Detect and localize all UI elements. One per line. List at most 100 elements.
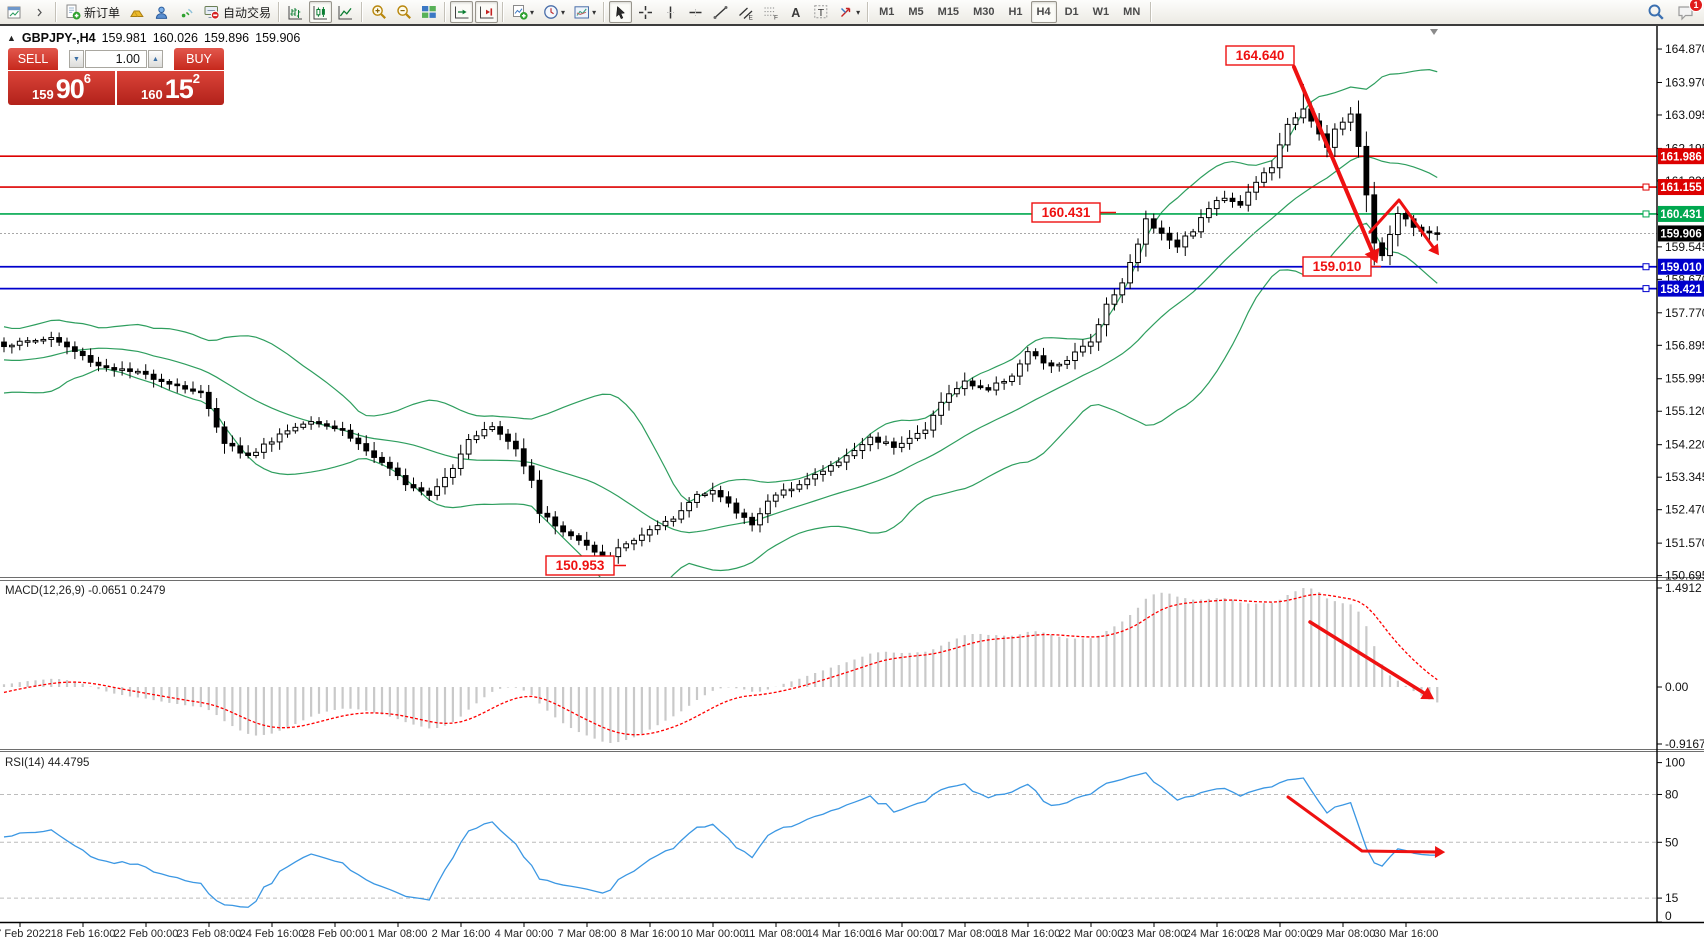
tf-m1-label: M1 [879,6,895,18]
rsi-indicator [0,771,1657,908]
tf-m15-button[interactable]: M15 [932,1,965,23]
zoom-in-icon [370,4,387,21]
tick-direction-icon: ▲ [7,33,16,43]
tf-m30-button[interactable]: M30 [967,1,1000,23]
volume-increase-button[interactable]: ▲ [148,50,163,68]
expand-more-button[interactable] [28,1,51,23]
horizontal-line-161.155[interactable] [0,183,1657,191]
main-toolbar: 新订单 自动交易 ▾ ▾ ▾ E F A T ▾ M1 M5 M15 M30 H1 H4 D1 W1 MN 1 [0,0,1704,26]
line-icon [337,4,354,21]
price-label-159.010: 159.010 [1658,258,1704,275]
svg-text:155.995: 155.995 [1665,372,1704,386]
auto-scroll-button[interactable] [450,1,474,23]
search-icon [1646,2,1666,22]
bar-chart-mode-button[interactable] [284,1,307,23]
volume-input[interactable]: 1.00 [85,50,147,68]
quote-open: 159.981 [101,31,147,45]
svg-text:163.970: 163.970 [1665,75,1704,89]
buy-button[interactable]: BUY [174,48,224,70]
community-button[interactable] [150,1,173,23]
svg-text:161.986: 161.986 [1660,151,1702,163]
tf-d1-label: D1 [1064,6,1079,18]
ask-sub: 2 [192,71,200,86]
zoom-in-button[interactable] [367,1,390,23]
templates-button[interactable]: ▾ [570,1,599,23]
svg-text:50: 50 [1665,835,1679,849]
label-tool-button[interactable]: T [809,1,832,23]
candle-chart-mode-button[interactable] [309,1,333,23]
annotation-label-160.431[interactable]: 160.431 [1031,202,1116,223]
tf-mn-button[interactable]: MN [1117,1,1146,23]
tf-h4-button[interactable]: H4 [1030,1,1057,23]
new-order-button[interactable]: 新订单 [61,1,123,23]
person-icon [153,4,170,21]
line-chart-mode-button[interactable] [334,1,357,23]
template-icon [573,4,590,21]
annotation-label-164.640[interactable]: 164.640 [1225,45,1295,66]
periods-button[interactable]: ▾ [539,1,568,23]
chart-shift-marker-icon [1430,29,1438,35]
svg-text:28 Mar 00:00: 28 Mar 00:00 [1248,928,1313,940]
fibonacci-tool-button[interactable]: F [759,1,782,23]
quote-high: 160.026 [152,31,198,45]
svg-text:22 Mar 00:00: 22 Mar 00:00 [1059,928,1124,940]
bid-pips: 90 [55,74,85,104]
annotation-arrow[interactable] [1308,620,1435,700]
chart-window-button[interactable] [3,1,26,23]
sell-button[interactable]: SELL [8,48,58,70]
volume-decrease-button[interactable]: ▼ [69,50,84,68]
tf-w1-button[interactable]: W1 [1087,1,1116,23]
chart-annotations[interactable]: 164.640 160.431 159.010 150.953 [545,45,1446,858]
search-button[interactable] [1646,2,1666,22]
svg-text:80: 80 [1665,787,1679,801]
arrows-tool-button[interactable]: ▾ [834,1,863,23]
bars-icon [287,4,304,21]
text-t-icon: T [812,4,829,21]
svg-text:17 Feb 2022: 17 Feb 2022 [0,928,51,940]
indicators-button[interactable]: ▾ [508,1,537,23]
horizontal-line-158.421[interactable] [0,285,1657,293]
tf-h1-label: H1 [1008,6,1023,18]
bid-main: 159 [32,87,54,102]
signals-button[interactable] [175,1,198,23]
tf-m1-button[interactable]: M1 [873,1,900,23]
tile-windows-button[interactable] [417,1,440,23]
crosshair-tool-button[interactable] [634,1,657,23]
channel-tool-button[interactable]: E [734,1,757,23]
signal-icon [178,4,195,21]
tf-d1-button[interactable]: D1 [1059,1,1085,23]
zoom-out-button[interactable] [392,1,415,23]
svg-text:18 Mar 16:00: 18 Mar 16:00 [996,928,1061,940]
annotation-label-150.953[interactable]: 150.953 [545,555,626,576]
svg-text:T: T [817,7,824,19]
bid-price-button[interactable]: 159 90 6 [8,71,115,105]
hline-tool-button[interactable] [684,1,707,23]
tf-m5-button[interactable]: M5 [902,1,929,23]
chart-shift-button[interactable] [475,1,499,23]
auto-trading-label: 自动交易 [223,5,272,20]
chat-button[interactable]: 1 [1676,0,1703,22]
trendline-tool-button[interactable] [709,1,732,23]
tf-w1-label: W1 [1092,6,1110,18]
toolbar-separator [502,2,505,22]
horizontal-line-160.431[interactable] [0,210,1657,218]
vline-tool-button[interactable] [659,1,682,23]
annotation-arrow[interactable] [1292,65,1380,264]
annotation-label-159.010[interactable]: 159.010 [1302,256,1381,277]
tf-h1-button[interactable]: H1 [1002,1,1028,23]
text-tool-button[interactable]: A [784,1,807,23]
indicator-icon [511,4,528,21]
deposit-button[interactable] [125,1,148,23]
toolbar-separator [603,2,606,22]
quote-bar: ▲ GBPJPY-,H4 159.981 160.026 159.896 159… [7,31,300,45]
autotrade-icon [203,4,220,21]
annotation-arrow[interactable] [1368,198,1439,256]
ask-price-button[interactable]: 160 15 2 [117,71,224,105]
dropdown-caret-icon: ▾ [530,7,535,17]
auto-trading-button[interactable]: 自动交易 [200,1,274,23]
cursor-tool-button[interactable] [609,1,633,23]
toolbar-right: 1 [1646,0,1703,24]
annotation-arrow[interactable] [1286,795,1446,858]
tf-m5-label: M5 [908,6,924,18]
